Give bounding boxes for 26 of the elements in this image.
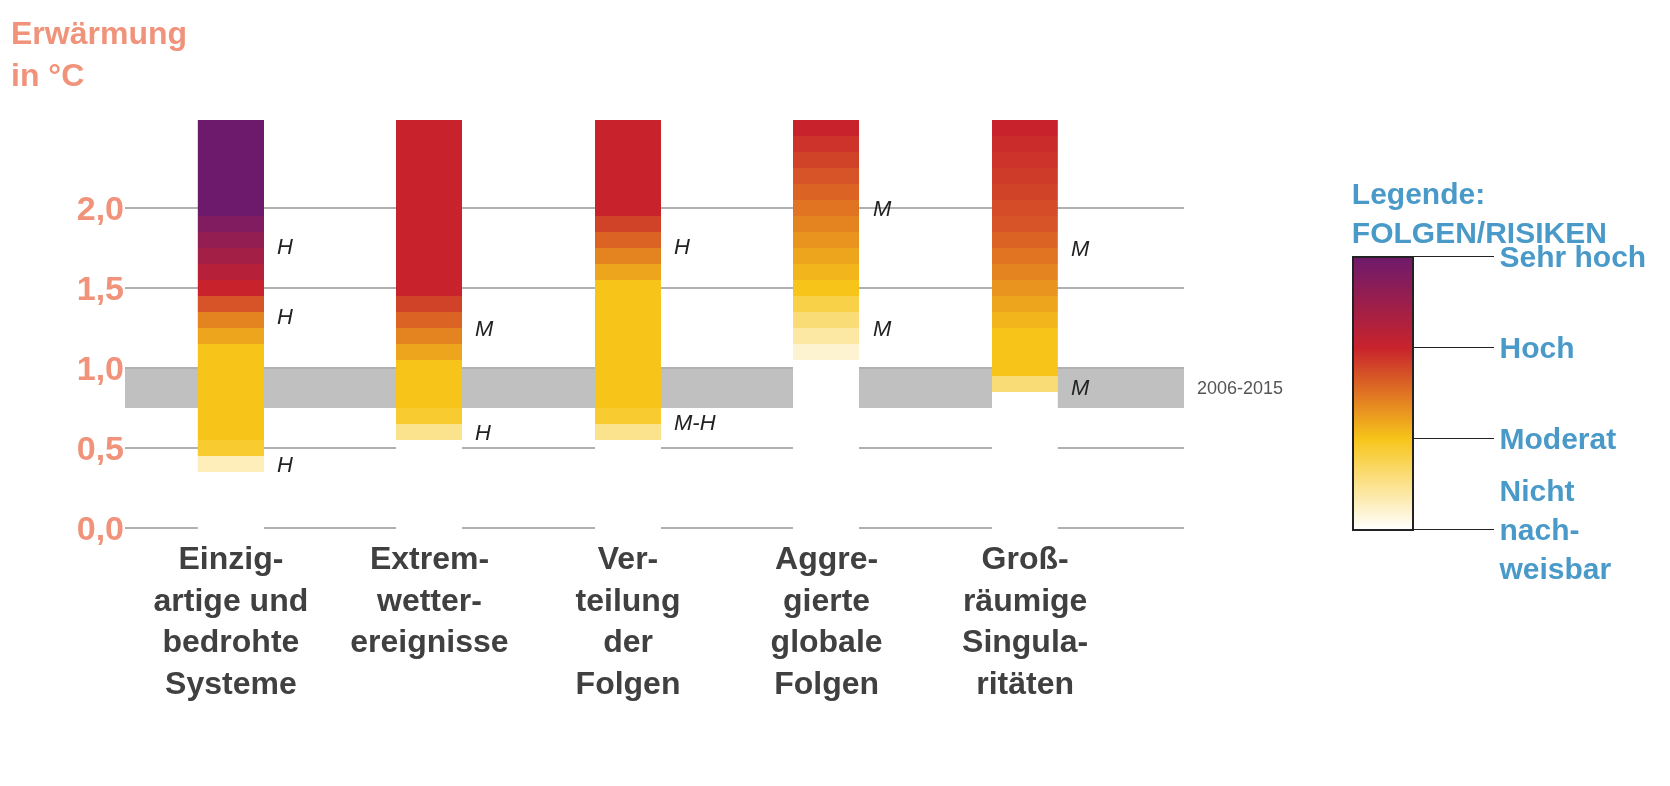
color-bar-label: Nicht nach- weisbar bbox=[1498, 474, 1612, 586]
annotation: H bbox=[277, 452, 293, 477]
y-tick-label: 1,0 bbox=[76, 348, 124, 387]
x-tick-label: Extrem- wetter- ereignisse bbox=[350, 540, 509, 660]
x-tick-label: Ver- teilung der Folgen bbox=[575, 540, 681, 701]
x-tick-label: Einzig- artige und bedrohte Systeme bbox=[153, 540, 309, 701]
color-bar-label: Moderat bbox=[1499, 422, 1617, 456]
x-tick-label: Groß- räumige Singula- ritäten bbox=[962, 540, 1089, 701]
y-axis-title: Erwärmung in °C bbox=[11, 15, 188, 93]
annotation: M-H bbox=[674, 410, 716, 435]
text: M bbox=[1071, 375, 1090, 400]
text: M bbox=[1071, 236, 1090, 261]
y-tick-label: 2,0 bbox=[76, 188, 124, 227]
annotation: H bbox=[277, 234, 293, 259]
y-tick-label: 1,5 bbox=[76, 268, 124, 307]
annotation: M bbox=[475, 316, 494, 341]
text: 2006-2015 bbox=[1197, 378, 1284, 398]
y-tick-label: 0,0 bbox=[76, 508, 124, 547]
annotation: H bbox=[674, 234, 690, 259]
annotation: H bbox=[277, 304, 293, 329]
annotation: H bbox=[475, 420, 491, 445]
annotation: M bbox=[873, 196, 892, 221]
color-bar-label: Hoch bbox=[1499, 331, 1575, 365]
annotation: M bbox=[873, 316, 892, 341]
x-tick-label: Aggre- gierte globale Folgen bbox=[770, 540, 883, 701]
y-tick-label: 0,5 bbox=[76, 428, 124, 467]
